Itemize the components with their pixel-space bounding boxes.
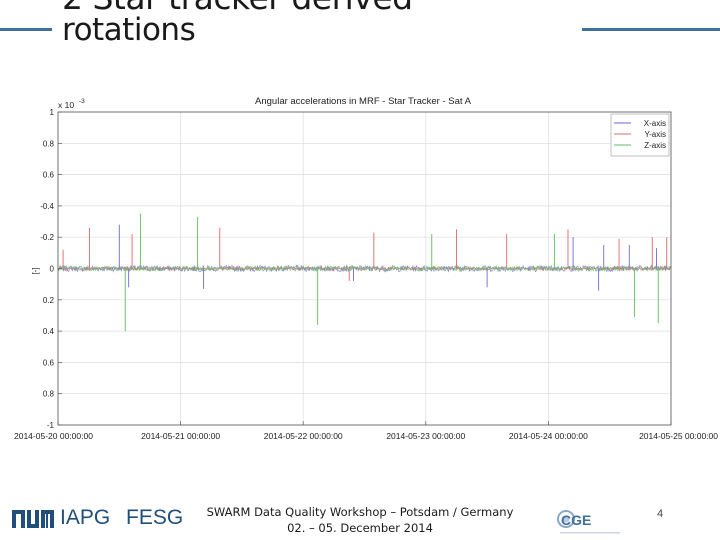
x-tick-label: 2014-05-20 00:00:00 <box>14 431 93 441</box>
y-tick-label: -0.2 <box>40 233 54 242</box>
chart-legend: X-axis Y-axis Z-axis <box>610 113 670 157</box>
y-tick-label: 0.6 <box>43 171 55 180</box>
x-tick-label: 2014-05-23 00:00:00 <box>386 431 465 441</box>
x-tick-label: 2014-05-24 00:00:00 <box>509 431 588 441</box>
header-rule-left <box>0 28 52 31</box>
x-axis-ticks: 2014-05-20 00:00:00 2014-05-21 00:00:00 20… <box>14 421 718 441</box>
cge-logo: CGE <box>557 510 620 534</box>
slide-footer: IAPG FESG SWARM Data Quality Workshop – … <box>0 498 720 540</box>
y-tick-label: 1 <box>50 108 55 117</box>
legend-label: Z-axis <box>644 141 666 150</box>
chart-series-group <box>57 213 672 332</box>
tum-logo <box>12 510 54 528</box>
workshop-dates: 02. – 05. December 2014 <box>287 521 433 535</box>
series-line-x-axis <box>57 264 672 273</box>
y-exponent-power: -3 <box>79 98 85 105</box>
y-tick-label: -0.4 <box>40 202 54 211</box>
series-line-z-axis <box>57 264 672 273</box>
cge-logo-subline <box>560 532 620 534</box>
workshop-info: SWARM Data Quality Workshop – Potsdam / … <box>190 504 530 536</box>
x-tick-label: 2014-05-25 00:00:00 <box>639 431 718 441</box>
page-number: 4 <box>656 508 664 520</box>
y-tick-label: 0.6 <box>43 358 55 367</box>
y-exponent-label: x 10 <box>58 100 74 110</box>
cge-logo-text: CGE <box>561 512 591 528</box>
legend-label: Y-axis <box>645 130 667 139</box>
y-tick-label: 0.2 <box>43 296 55 305</box>
slide-title: rotations <box>62 12 196 48</box>
x-tick-label: 2014-05-22 00:00:00 <box>264 431 343 441</box>
slide-title-line1: 2 Star tracker derived <box>62 0 413 17</box>
legend-label: X-axis <box>644 119 666 128</box>
y-tick-label: 0.4 <box>43 327 55 336</box>
iapg-logo-text: IAPG <box>60 506 111 529</box>
y-axis-label: [-] <box>31 267 40 274</box>
y-tick-label: 0.8 <box>43 390 55 399</box>
y-axis-ticks: -1 0.8 0.6 0.4 0.2 0 -0.2 -0.4 0.6 0.8 1 <box>40 108 62 430</box>
fesg-logo-text: FESG <box>126 506 184 529</box>
y-tick-label: -1 <box>47 421 55 430</box>
cge-logo-mark <box>557 510 575 528</box>
workshop-title: SWARM Data Quality Workshop – Potsdam / … <box>206 505 514 519</box>
y-tick-label: 0 <box>50 265 55 274</box>
y-tick-label: 0.8 <box>43 139 55 148</box>
legend-box <box>610 113 670 157</box>
header-rule-right <box>582 28 720 31</box>
x-tick-label: 2014-05-21 00:00:00 <box>141 431 220 441</box>
angular-acceleration-chart: Angular accelerations in MRF - Star Trac… <box>14 96 718 441</box>
chart-title: Angular accelerations in MRF - Star Trac… <box>255 96 472 107</box>
cge-logo-mark-inner <box>562 515 570 523</box>
